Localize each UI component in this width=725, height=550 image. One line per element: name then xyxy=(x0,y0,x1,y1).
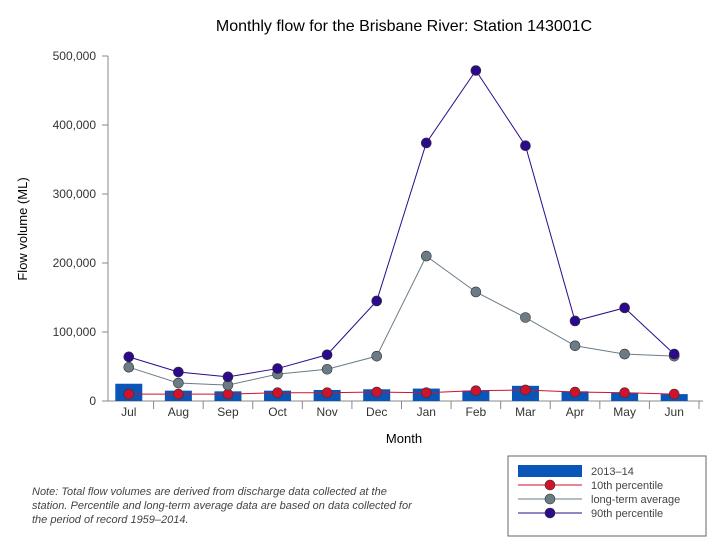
data-point xyxy=(569,340,581,352)
legend-swatch-marker xyxy=(544,479,556,491)
data-point xyxy=(668,388,680,400)
data-point xyxy=(668,348,680,360)
x-tick-label: Sep xyxy=(217,405,239,419)
data-point xyxy=(619,348,630,360)
data-point xyxy=(619,387,630,399)
legend-label: 90th percentile xyxy=(591,508,663,520)
y-axis-label: Flow volume (ML) xyxy=(15,177,30,280)
x-tick-label: Dec xyxy=(366,405,387,419)
series-line xyxy=(128,69,675,378)
data-point xyxy=(520,312,531,323)
data-point xyxy=(520,384,531,396)
legend-swatch-marker xyxy=(544,493,556,505)
legend-label: long-term average xyxy=(591,494,680,506)
data-point xyxy=(371,295,383,307)
x-tick-label: Jan xyxy=(417,405,436,419)
x-tick-label: Jul xyxy=(121,405,136,419)
legend-swatch-marker xyxy=(544,507,556,519)
x-tick-label: May xyxy=(613,405,636,419)
data-point xyxy=(272,387,283,399)
data-point xyxy=(272,363,283,374)
x-tick-label: Feb xyxy=(466,405,487,419)
x-tick-label: Nov xyxy=(316,405,337,419)
y-tick-label: 200,000 xyxy=(53,256,97,270)
chart-title: Monthly flow for the Brisbane River: Sta… xyxy=(216,18,592,35)
data-point xyxy=(173,366,184,378)
data-point xyxy=(470,286,482,298)
data-point xyxy=(569,315,581,327)
y-tick-label: 0 xyxy=(89,394,96,408)
data-point xyxy=(470,385,482,396)
legend-label: 2013–14 xyxy=(591,466,634,478)
data-point xyxy=(470,65,482,76)
legend-swatch-bar xyxy=(518,465,582,477)
data-point xyxy=(321,349,333,361)
line-series xyxy=(123,65,680,400)
data-point xyxy=(520,140,531,151)
data-point xyxy=(420,137,432,149)
data-point xyxy=(222,388,234,400)
series-line xyxy=(128,389,675,395)
y-tick-label: 100,000 xyxy=(53,325,97,339)
data-point xyxy=(371,386,383,398)
x-tick-label: Oct xyxy=(268,405,287,419)
data-point xyxy=(321,363,333,375)
x-tick-label: Apr xyxy=(566,405,585,419)
data-point xyxy=(619,302,630,314)
series-line xyxy=(128,255,675,386)
data-point xyxy=(123,388,135,400)
data-point xyxy=(123,361,135,373)
x-axis-label: Month xyxy=(386,431,422,446)
data-point xyxy=(222,371,234,383)
x-tick-label: Aug xyxy=(168,405,189,419)
data-point xyxy=(371,350,383,362)
x-axis: Jul Aug Sep Oct Nov Dec Jan Feb Mar Apr May Jun xyxy=(108,400,703,419)
data-point xyxy=(173,377,184,389)
data-point xyxy=(569,386,581,398)
footnote: Note: Total flow volumes are derived fro… xyxy=(32,486,412,526)
x-tick-label: Jun xyxy=(665,405,684,419)
y-tick-label: 300,000 xyxy=(53,187,97,201)
data-point xyxy=(321,387,333,399)
data-point xyxy=(173,388,184,400)
data-point xyxy=(420,387,432,399)
data-point xyxy=(123,351,135,363)
x-tick-label: Mar xyxy=(515,405,536,419)
legend: 2013–14 10th percentile long-term average 9… xyxy=(507,455,707,537)
y-axis: 0 100,000 200,000 300,000 400,000 500,000 xyxy=(53,49,109,408)
data-point xyxy=(420,250,432,262)
legend-label: 10th percentile xyxy=(591,480,663,492)
y-tick-label: 400,000 xyxy=(53,118,97,132)
y-tick-label: 500,000 xyxy=(53,49,97,63)
